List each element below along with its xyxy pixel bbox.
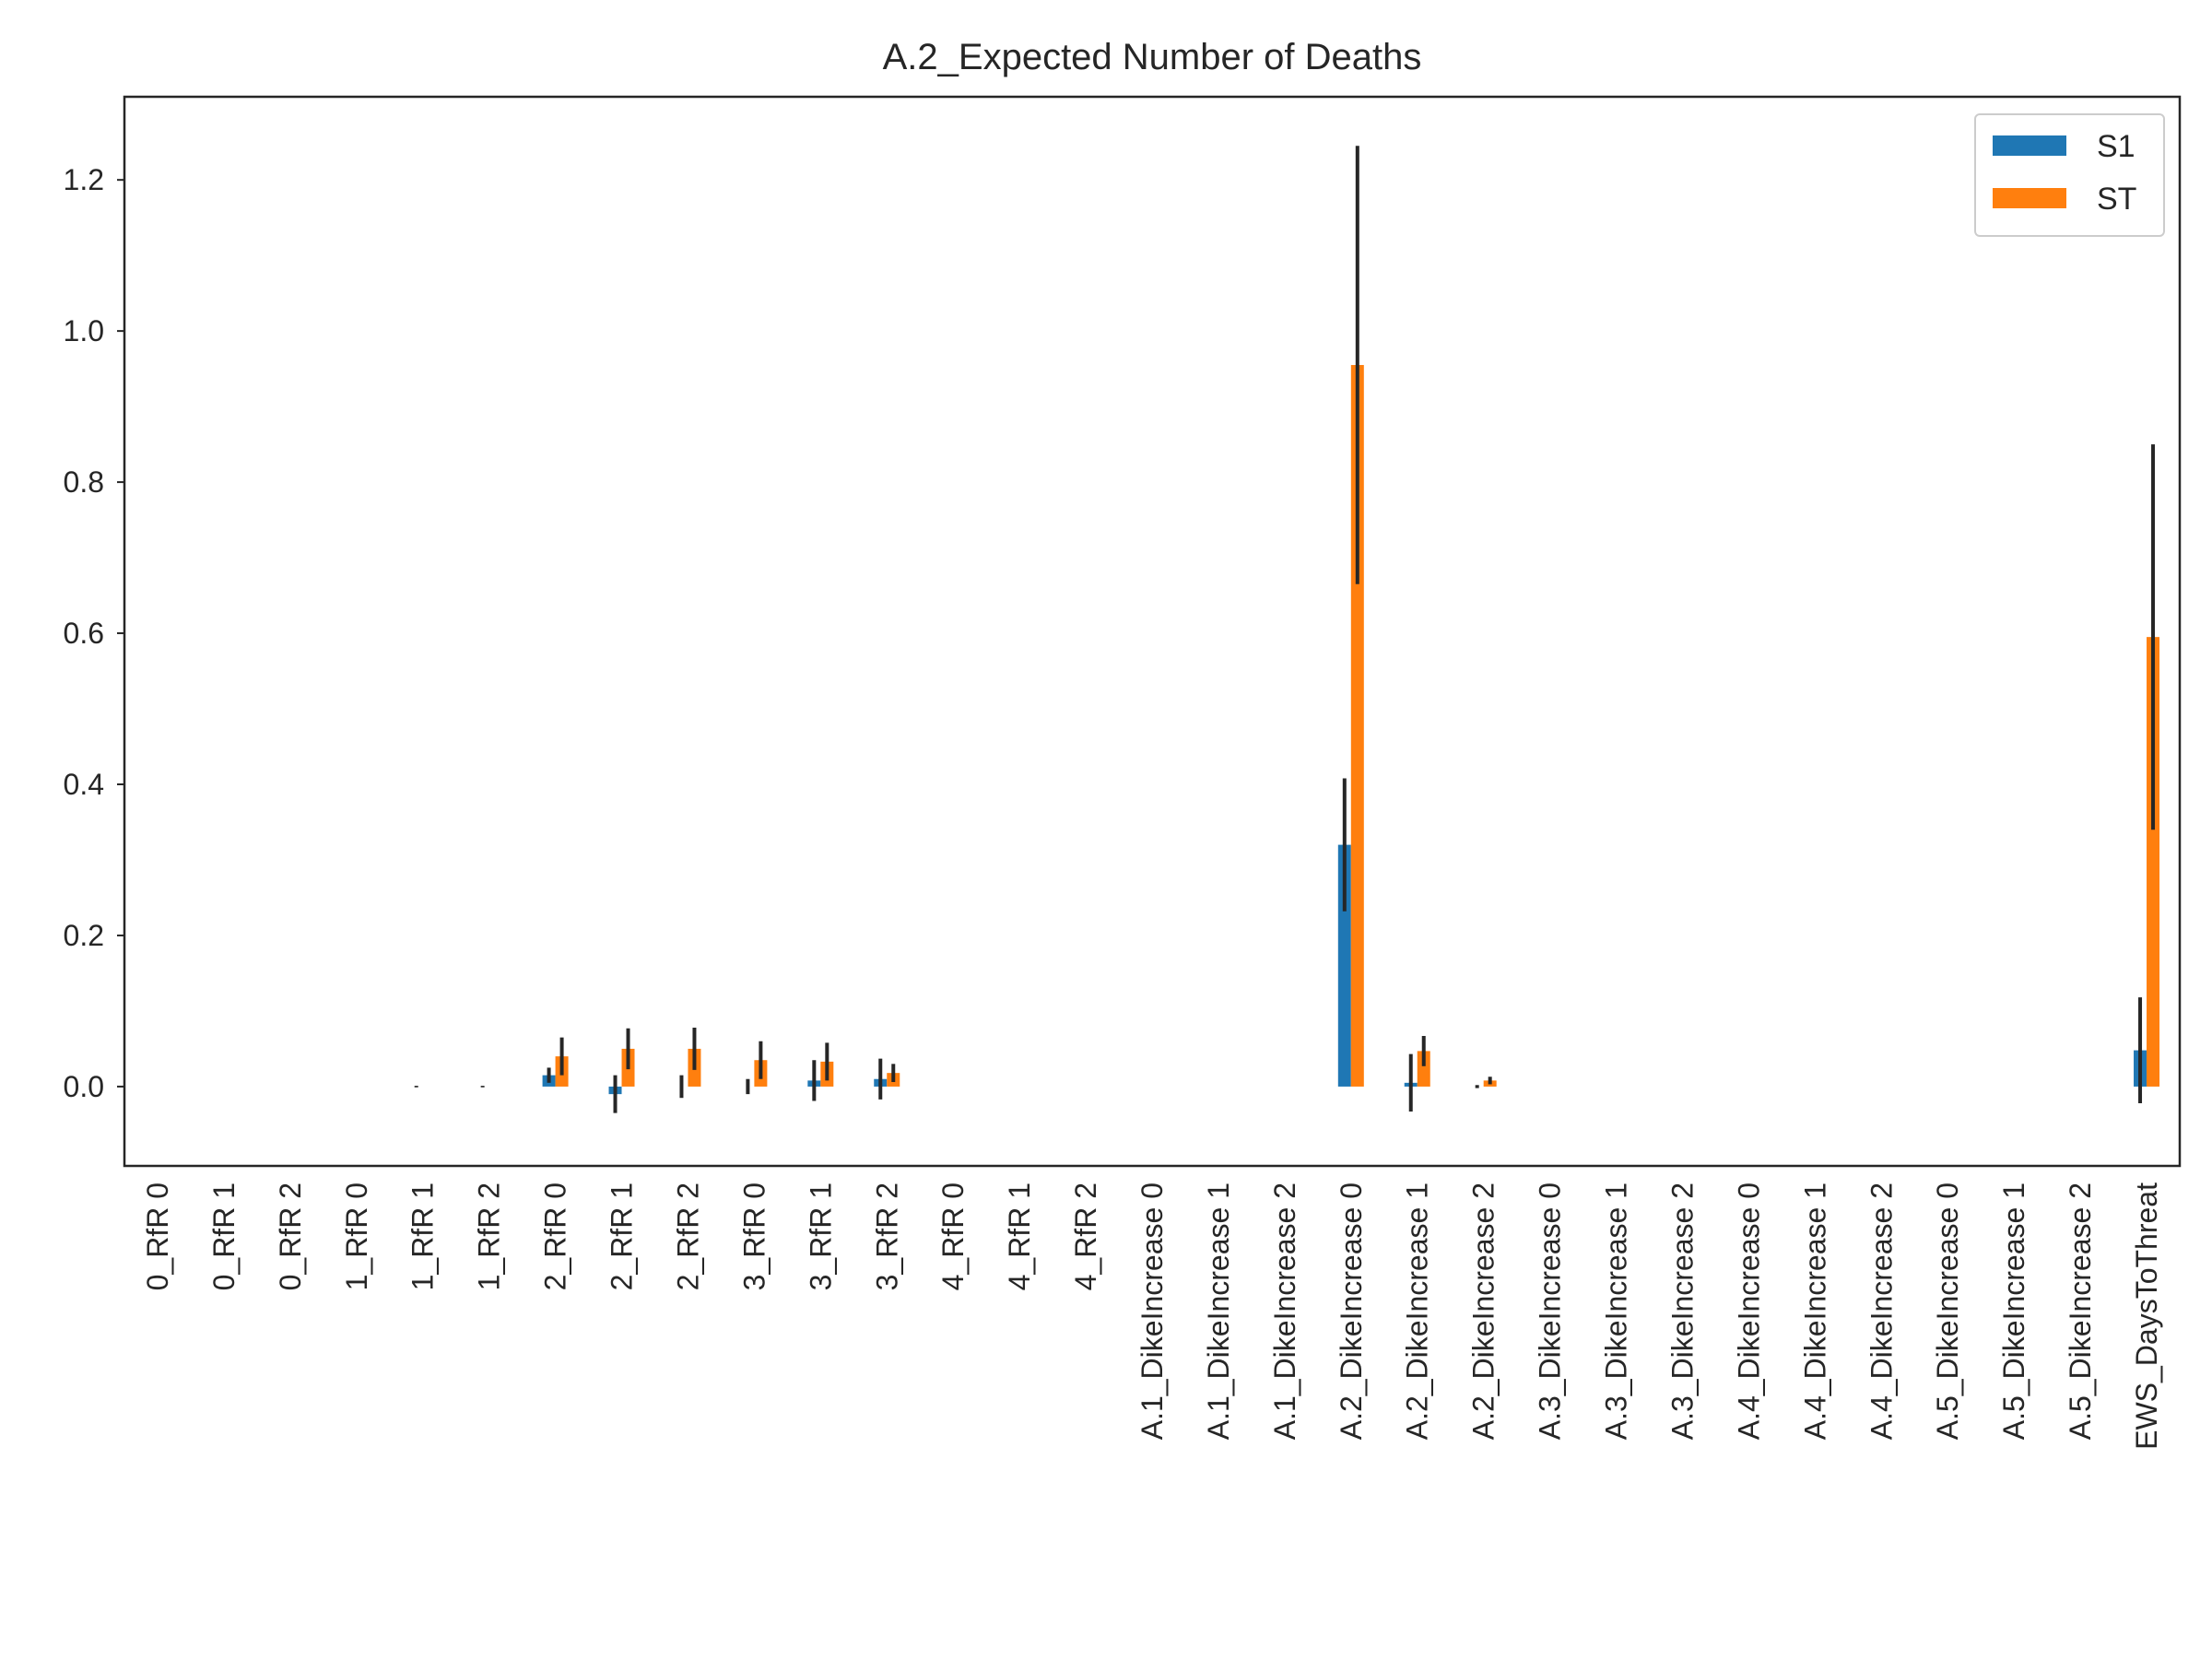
legend-label-s1: S1 xyxy=(2097,129,2136,164)
plot-area xyxy=(124,97,2180,1166)
x-tick-label: 0_RfR 2 xyxy=(274,1182,307,1290)
x-tick-label: 3_RfR 0 xyxy=(737,1182,771,1290)
error-bars xyxy=(414,146,2156,1113)
x-tick-label: A.4_DikeIncrease 1 xyxy=(1798,1182,1831,1440)
x-tick-label: A.4_DikeIncrease 2 xyxy=(1865,1182,1898,1440)
x-tick-label: A.5_DikeIncrease 0 xyxy=(1931,1182,1964,1440)
legend-swatch-s1 xyxy=(1993,135,2066,156)
y-tick-label: 1.0 xyxy=(64,314,104,347)
x-tick-label: EWS_DaysToThreat xyxy=(2130,1182,2163,1450)
x-tick-label: 4_RfR 0 xyxy=(936,1182,970,1290)
x-tick-label: A.5_DikeIncrease 1 xyxy=(1997,1182,2030,1440)
x-tick-label: 4_RfR 1 xyxy=(1003,1182,1036,1290)
x-tick-label: 3_RfR 2 xyxy=(870,1182,903,1290)
legend-swatch-st xyxy=(1993,188,2066,208)
x-tick-label: 1_RfR 2 xyxy=(473,1182,506,1290)
y-tick-label: 0.6 xyxy=(64,617,104,650)
x-tick-label: A.5_DikeIncrease 2 xyxy=(2064,1182,2097,1440)
x-tick-label: A.4_DikeIncrease 0 xyxy=(1732,1182,1765,1440)
x-tick-label: 1_RfR 1 xyxy=(406,1182,440,1290)
x-tick-label: A.3_DikeIncrease 1 xyxy=(1600,1182,1633,1440)
y-tick-label: 0.4 xyxy=(64,768,104,801)
bars xyxy=(542,365,2160,1095)
y-axis: 0.0 0.2 0.4 0.6 0.8 1.0 1.2 xyxy=(64,163,124,1103)
x-tick-label: A.1_DikeIncrease 2 xyxy=(1268,1182,1301,1440)
legend-box xyxy=(1974,113,2165,237)
x-tick-label: 2_RfR 2 xyxy=(671,1182,704,1290)
y-tick-label: 1.2 xyxy=(64,163,104,196)
x-tick-label: 3_RfR 1 xyxy=(804,1182,837,1290)
y-tick-label: 0.8 xyxy=(64,465,104,499)
x-axis: 0_RfR 0 0_RfR 1 0_RfR 2 1_RfR 0 1_RfR 1 1_RfR… xyxy=(141,1182,2163,1450)
y-tick-label: 0.0 xyxy=(64,1070,104,1103)
x-tick-label: 4_RfR 2 xyxy=(1069,1182,1102,1290)
legend-label-st: ST xyxy=(2097,182,2136,217)
x-tick-label: A.3_DikeIncrease 0 xyxy=(1534,1182,1567,1440)
x-tick-label: A.2_DikeIncrease 0 xyxy=(1335,1182,1368,1440)
plot-frame xyxy=(123,95,2182,1168)
x-tick-label: A.2_DikeIncrease 1 xyxy=(1401,1182,1434,1440)
bar-st xyxy=(2147,637,2160,1087)
y-tick-label: 0.2 xyxy=(64,919,104,952)
x-tick-label: A.1_DikeIncrease 1 xyxy=(1202,1182,1235,1440)
x-tick-label: 0_RfR 0 xyxy=(141,1182,174,1290)
bar-st xyxy=(1350,365,1364,1087)
x-tick-label: A.2_DikeIncrease 2 xyxy=(1467,1182,1500,1440)
bar-s1 xyxy=(1337,844,1351,1087)
x-tick-label: 0_RfR 1 xyxy=(207,1182,241,1290)
chart-title: A.2_Expected Number of Deaths xyxy=(883,37,1422,77)
x-tick-label: 2_RfR 1 xyxy=(606,1182,639,1290)
legend: S1 ST xyxy=(1974,113,2165,237)
x-tick-label: 1_RfR 0 xyxy=(340,1182,373,1290)
x-tick-label: 2_RfR 0 xyxy=(539,1182,572,1290)
x-tick-label: A.3_DikeIncrease 2 xyxy=(1665,1182,1699,1440)
x-tick-label: A.1_DikeIncrease 0 xyxy=(1135,1182,1169,1440)
bar-st xyxy=(1417,1051,1430,1087)
